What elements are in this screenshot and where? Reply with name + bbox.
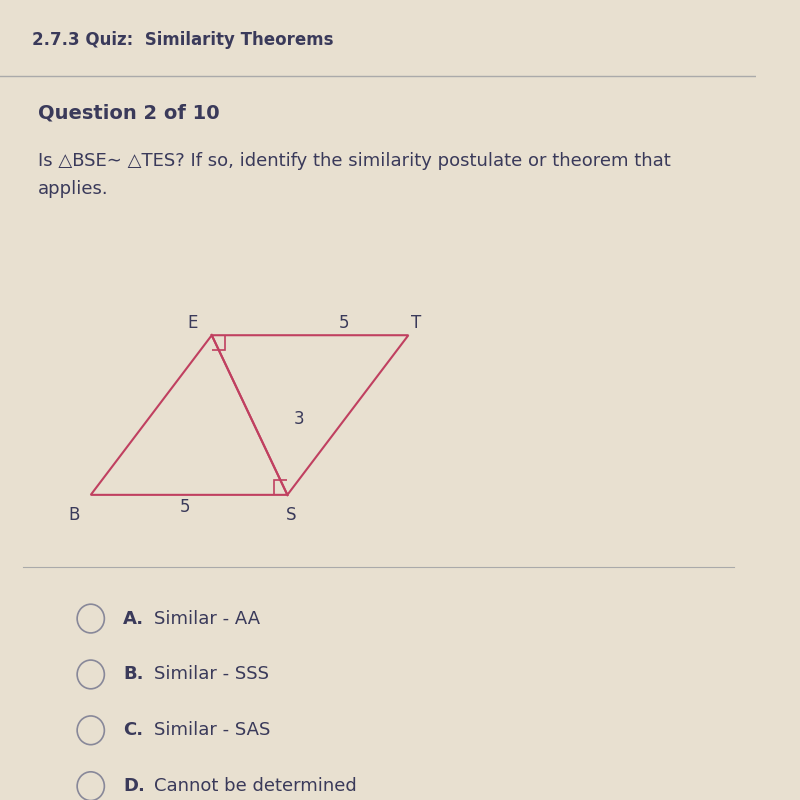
Text: Similar - SSS: Similar - SSS [154,666,269,683]
Text: C.: C. [123,722,143,739]
Text: Question 2 of 10: Question 2 of 10 [38,104,219,122]
Text: Cannot be determined: Cannot be determined [154,777,356,795]
Text: B.: B. [123,666,144,683]
Text: T: T [411,314,421,332]
Text: D.: D. [123,777,145,795]
Text: 5: 5 [339,314,350,332]
Text: Is △BSE∼ △TES? If so, identify the similarity postulate or theorem that: Is △BSE∼ △TES? If so, identify the simil… [38,152,670,170]
Text: S: S [286,506,297,524]
Text: applies.: applies. [38,179,109,198]
Text: E: E [188,314,198,332]
Text: 2.7.3 Quiz:  Similarity Theorems: 2.7.3 Quiz: Similarity Theorems [32,30,334,49]
Text: A.: A. [123,610,144,627]
Text: 3: 3 [294,410,304,428]
Text: 5: 5 [180,498,190,516]
Text: B: B [69,506,80,524]
Text: Similar - AA: Similar - AA [154,610,260,627]
Text: Similar - SAS: Similar - SAS [154,722,270,739]
